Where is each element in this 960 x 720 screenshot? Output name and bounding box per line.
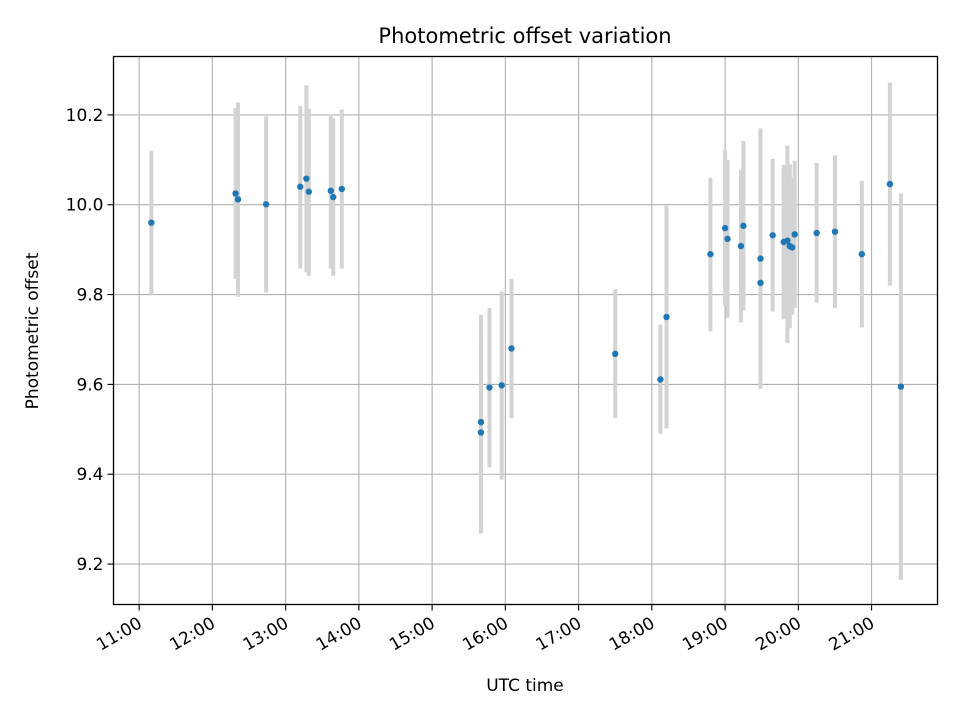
data-points [148,175,905,436]
data-point [234,196,242,203]
y-tick-label: 9.2 [76,555,103,575]
data-point [757,279,764,287]
data-point [148,219,155,226]
x-axis-ticks: 11:00 12:00 13:00 14:00 15:00 16:00 17:00 18:00… [93,604,878,656]
data-point [789,244,796,251]
data-point [740,222,747,230]
data-point [303,175,310,182]
data-point [612,350,619,358]
data-point [477,418,485,426]
data-point [813,229,820,237]
data-point [338,185,345,193]
data-point [724,235,731,243]
data-point [305,188,313,195]
x-tick-label: 15:00 [386,614,438,656]
x-tick-label: 19:00 [679,614,731,656]
grid-lines [113,56,938,605]
plot-frame [112,55,939,606]
data-point [663,313,670,321]
x-tick-label: 11:00 [93,614,145,656]
data-point [769,232,776,239]
data-point [737,242,745,250]
data-point [330,193,337,201]
y-tick-label: 9.4 [76,465,103,485]
data-point [486,384,493,391]
x-tick-label: 20:00 [752,614,804,656]
data-point [721,224,729,232]
data-point [784,237,791,244]
x-axis-label: UTC time [486,676,564,696]
data-point [707,250,714,258]
y-tick-label: 10.0 [66,196,104,216]
data-point [262,201,270,208]
data-point [232,190,239,197]
data-point [657,376,664,383]
data-point [858,250,866,258]
data-point [498,382,505,389]
data-point [791,231,798,238]
x-tick-label: 14:00 [313,614,365,656]
x-tick-label: 17:00 [533,614,585,656]
x-tick-label: 13:00 [240,614,292,656]
data-point [508,345,515,352]
x-tick-label: 18:00 [606,614,658,656]
x-tick-label: 21:00 [826,614,878,656]
data-point [327,187,334,195]
y-axis-label: Photometric offset [23,252,43,409]
data-point [297,183,304,190]
x-tick-label: 12:00 [166,614,218,656]
x-tick-label: 16:00 [459,614,511,656]
data-point [477,429,485,436]
y-tick-label: 9.6 [76,375,103,395]
data-point [886,180,894,188]
data-point [831,228,839,235]
chart-title: Photometric offset variation [378,24,671,48]
data-point [897,383,905,390]
error-bars [149,82,903,580]
data-point [757,255,764,262]
y-axis-ticks: 9.2 9.4 9.6 9.8 10.0 10.2 [66,106,114,575]
y-tick-label: 10.2 [66,106,104,126]
y-tick-label: 9.8 [76,286,103,306]
